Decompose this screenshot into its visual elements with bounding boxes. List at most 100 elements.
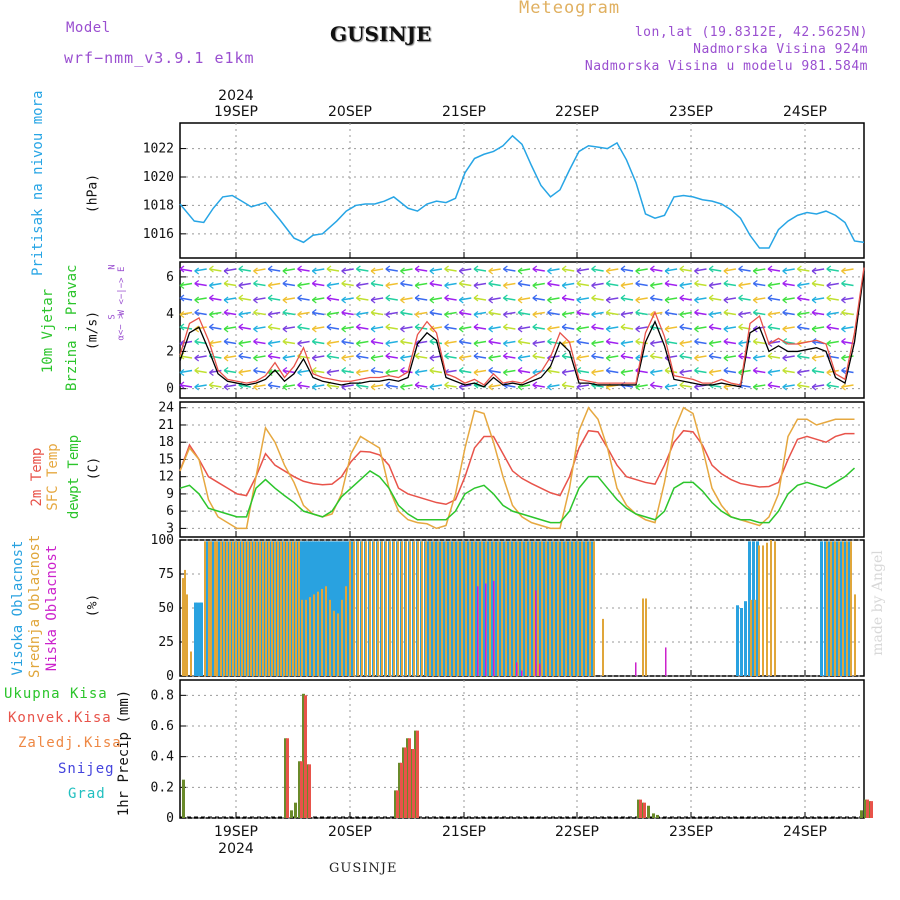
wind-arrow: [341, 340, 354, 345]
wind-arrow: [282, 340, 296, 345]
wind-arrowhead: [664, 280, 670, 287]
cloud-high-bar: [431, 541, 434, 676]
wind-arrowhead: [635, 309, 641, 316]
wind-arrow: [282, 384, 296, 388]
wind-arrow: [635, 268, 648, 272]
precip-convective-bar: [404, 747, 407, 818]
cloud-high-bar: [278, 541, 281, 676]
wind-arrowhead: [620, 352, 626, 360]
wind-arrowhead: [488, 309, 494, 316]
cloud-high-bar: [538, 541, 541, 676]
wind-arrow: [356, 384, 369, 388]
wind-arrowhead: [326, 265, 332, 273]
wind-arrowhead: [723, 354, 729, 362]
wind-arrowhead: [620, 294, 626, 302]
cloud-high-bar: [196, 602, 199, 676]
precip-convective-bar: [304, 695, 307, 818]
wind-arrow: [576, 311, 590, 316]
wind-arrow: [576, 268, 590, 272]
wind-arrowhead: [267, 294, 273, 302]
wind-arrowhead: [238, 340, 244, 347]
wind-arrowhead: [282, 280, 288, 287]
wind-arrowhead: [223, 267, 229, 275]
wind-arrow: [459, 384, 472, 388]
cloud-mid-bar: [226, 541, 228, 676]
wind-arrowhead: [620, 282, 626, 289]
wind-arrow: [268, 297, 281, 301]
wind-arrowhead: [752, 267, 758, 275]
wind-arrow: [797, 311, 810, 316]
wind-arrow: [326, 384, 340, 388]
wind-arrowhead: [267, 323, 273, 331]
wind-arrowhead: [341, 367, 347, 374]
cloud-high-bar: [290, 541, 293, 676]
x-tick-label-top: 20SEP: [328, 104, 372, 120]
wind-arrow: [767, 384, 781, 388]
wind-arrow: [459, 355, 472, 359]
wind-arrow: [415, 297, 428, 301]
wind-arrow: [429, 369, 443, 374]
wind-arrow: [532, 282, 545, 287]
wind-arrow: [532, 340, 545, 345]
wind-arrow: [782, 311, 795, 316]
wind-arrow: [562, 355, 575, 359]
wind-arrow: [415, 326, 428, 330]
wind-arrow: [547, 326, 560, 330]
wind-arrowhead: [385, 323, 391, 331]
precip-total-bar: [860, 810, 863, 818]
wind-arrow: [341, 282, 354, 287]
cloud-mid-bar: [838, 541, 840, 676]
wind-arrow: [341, 355, 354, 359]
wind-arrow: [503, 340, 516, 345]
wind-arrowhead: [282, 325, 288, 333]
wind-arrowhead: [194, 367, 200, 374]
cloud-high-bar: [499, 541, 502, 676]
wind-arrow: [709, 355, 722, 359]
wind-arrowhead: [723, 296, 729, 304]
cloud-high-bar: [475, 541, 478, 676]
wind-arrow: [591, 384, 604, 388]
wind-arrow: [253, 297, 266, 301]
cloud-mid-bar: [244, 541, 246, 676]
cloud-mid-bar: [265, 541, 267, 676]
wind-arrow: [223, 369, 237, 374]
cloud-high-bar: [310, 541, 313, 676]
year-label-bottom: 2024: [218, 841, 254, 857]
wind-arrowhead: [517, 280, 523, 287]
wind-arrow: [444, 297, 457, 301]
wind-arrow: [797, 297, 810, 301]
wind-arrow: [547, 384, 560, 388]
wind-arrow: [385, 282, 398, 287]
wind-arrowhead: [297, 294, 302, 302]
wind-arrowhead: [297, 265, 302, 273]
wind-arrow: [385, 384, 398, 388]
wind-arrowhead: [370, 367, 376, 374]
wind-arrow: [797, 369, 810, 374]
wind-arrow: [709, 369, 722, 374]
wind-arrow: [459, 311, 472, 316]
wind-arrowhead: [591, 352, 596, 360]
wind-arrowhead: [370, 383, 376, 391]
cloud-low-bar: [535, 590, 537, 676]
wind-arrowhead: [547, 280, 552, 287]
wind-arrow: [312, 384, 325, 388]
wind-arrowhead: [708, 265, 714, 273]
wind-arrow: [841, 326, 854, 330]
wind-arrow: [370, 282, 384, 287]
cloud-high-bar: [828, 541, 831, 676]
wind-arrow: [356, 311, 369, 316]
cloud-high-bar: [487, 541, 490, 676]
wind-arrowhead: [429, 338, 435, 345]
y-tick-label: 12: [158, 470, 174, 485]
cloud-mid-bar: [537, 541, 539, 676]
cloud-high-bar: [832, 541, 835, 676]
cloud-high-bar: [266, 541, 269, 676]
wind-arrow: [753, 311, 766, 316]
y-tick-label: 0: [166, 811, 174, 826]
wind-arrowhead: [282, 367, 288, 374]
cloud-mid-bar: [846, 541, 848, 676]
wind-arrow: [753, 297, 766, 301]
wind-arrowhead: [591, 369, 596, 376]
y-tick-label: 6: [166, 504, 174, 519]
cloud-mid-bar: [405, 541, 407, 676]
